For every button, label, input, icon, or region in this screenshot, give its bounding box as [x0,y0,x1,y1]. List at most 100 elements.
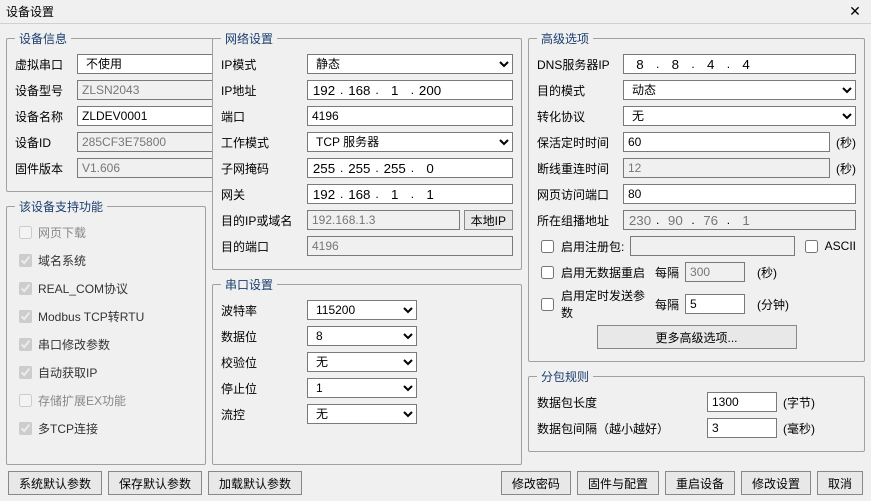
dns-label: DNS服务器IP [537,56,623,73]
features-group: 该设备支持功能 网页下载域名系统 REAL_COM协议 Modbus TCP转RTU… [6,198,206,465]
byte-unit: (字节) [783,394,815,411]
web-port-label: 网页访问端口 [537,186,623,203]
feature-checkbox [19,254,32,267]
save-default-button[interactable]: 保存默认参数 [108,471,202,495]
sec-unit: (秒) [836,134,856,151]
ms-unit: (毫秒) [783,420,815,437]
mask-field[interactable]: . . . [307,158,513,178]
advanced-legend: 高级选项 [537,30,593,47]
model-label: 设备型号 [15,82,77,99]
timed-send-checkbox[interactable] [541,298,554,311]
feature-checkbox [19,366,32,379]
serial-legend: 串口设置 [221,276,277,293]
feature-checkbox [19,338,32,351]
apply-button[interactable]: 修改设置 [741,471,811,495]
ascii-checkbox[interactable] [805,240,818,253]
baud-select[interactable]: 115200 [307,300,417,320]
feature-checkbox [19,422,32,435]
reg-pkt-checkbox[interactable] [541,240,554,253]
feature-checkbox [19,282,32,295]
ip-mode-select[interactable]: 静态 [307,54,513,74]
network-legend: 网络设置 [221,30,277,47]
feature-checkbox [19,226,32,239]
advanced-group: 高级选项 DNS服务器IP . . . 目的模式 动态 转化协议 无 [528,30,865,362]
feature-label: 存储扩展EX功能 [38,392,126,409]
cancel-button[interactable]: 取消 [817,471,863,495]
reg-pkt-label: 启用注册包: [561,238,624,255]
parity-label: 校验位 [221,354,307,371]
timed-send-field[interactable] [685,294,745,314]
dest-port-label: 目的端口 [221,238,307,255]
ip-mode-label: IP模式 [221,56,307,73]
window-title: 设备设置 [6,3,845,20]
dest-mode-label: 目的模式 [537,82,623,99]
feature-checkbox [19,394,32,407]
mcast-field: . . . [623,210,856,230]
pkt-gap-field[interactable] [707,418,777,438]
interval-label-2: 每隔 [655,296,679,313]
dest-ip-label: 目的IP或域名 [221,212,307,229]
flow-label: 流控 [221,406,307,423]
parity-select[interactable]: 无 [307,352,417,372]
nodata-value-field [685,262,745,282]
nodata-checkbox[interactable] [541,266,554,279]
feature-label: 网页下载 [38,224,86,241]
port-field[interactable] [307,106,513,126]
baud-label: 波特率 [221,302,307,319]
min-unit: (分钟) [757,296,789,313]
feature-label: 串口修改参数 [38,336,110,353]
ip-field[interactable]: . . . [307,80,513,100]
databit-label: 数据位 [221,328,307,345]
pkt-len-label: 数据包长度 [537,394,707,411]
feature-label: 域名系统 [38,252,86,269]
timed-send-label: 启用定时发送参数 [561,287,655,321]
sys-default-button[interactable]: 系统默认参数 [8,471,102,495]
interval-label-1: 每隔 [655,264,679,281]
proto-select[interactable]: 无 [623,106,856,126]
mask-label: 子网掩码 [221,160,307,177]
stopbit-label: 停止位 [221,380,307,397]
load-default-button[interactable]: 加载默认参数 [208,471,302,495]
ip-label: IP地址 [221,82,307,99]
feature-label: REAL_COM协议 [38,280,128,297]
device-info-legend: 设备信息 [15,30,71,47]
databit-select[interactable]: 8 [307,326,417,346]
id-label: 设备ID [15,134,77,151]
proto-label: 转化协议 [537,108,623,125]
change-pwd-button[interactable]: 修改密码 [501,471,571,495]
feature-checkbox [19,310,32,323]
dns-field[interactable]: . . . [623,54,856,74]
dest-mode-select[interactable]: 动态 [623,80,856,100]
keepalive-label: 保活定时时间 [537,134,623,151]
local-ip-button[interactable]: 本地IP [464,210,513,230]
feature-label: Modbus TCP转RTU [38,308,144,325]
ascii-label: ASCII [825,239,856,253]
web-port-field[interactable] [623,184,856,204]
pkt-len-field[interactable] [707,392,777,412]
sec-unit-2: (秒) [836,160,856,177]
close-icon[interactable]: ✕ [845,2,865,22]
feature-label: 自动获取IP [38,364,97,381]
nodata-label: 启用无数据重启 [561,264,645,281]
feature-label: 多TCP连接 [38,420,98,437]
dest-port-field [307,236,513,256]
virtual-port-label: 虚拟串口 [15,56,77,73]
flow-select[interactable]: 无 [307,404,417,424]
features-legend: 该设备支持功能 [15,198,107,215]
reconnect-label: 断线重连时间 [537,160,623,177]
keepalive-field[interactable] [623,132,830,152]
fw-label: 固件版本 [15,160,77,177]
packet-legend: 分包规则 [537,368,593,385]
more-advanced-button[interactable]: 更多高级选项... [597,325,797,349]
reconnect-field [623,158,830,178]
gw-field[interactable]: . . . [307,184,513,204]
dest-ip-field [307,210,460,230]
sec-unit-3: (秒) [757,264,777,281]
reboot-button[interactable]: 重启设备 [665,471,735,495]
stopbit-select[interactable]: 1 [307,378,417,398]
serial-group: 串口设置 波特率 115200 数据位 8 校验位 无 停止位 1 [212,276,522,465]
reg-pkt-field [630,236,794,256]
pkt-gap-label: 数据包间隔（越小越好） [537,420,707,437]
fw-config-button[interactable]: 固件与配置 [577,471,659,495]
work-mode-select[interactable]: TCP 服务器 [307,132,513,152]
